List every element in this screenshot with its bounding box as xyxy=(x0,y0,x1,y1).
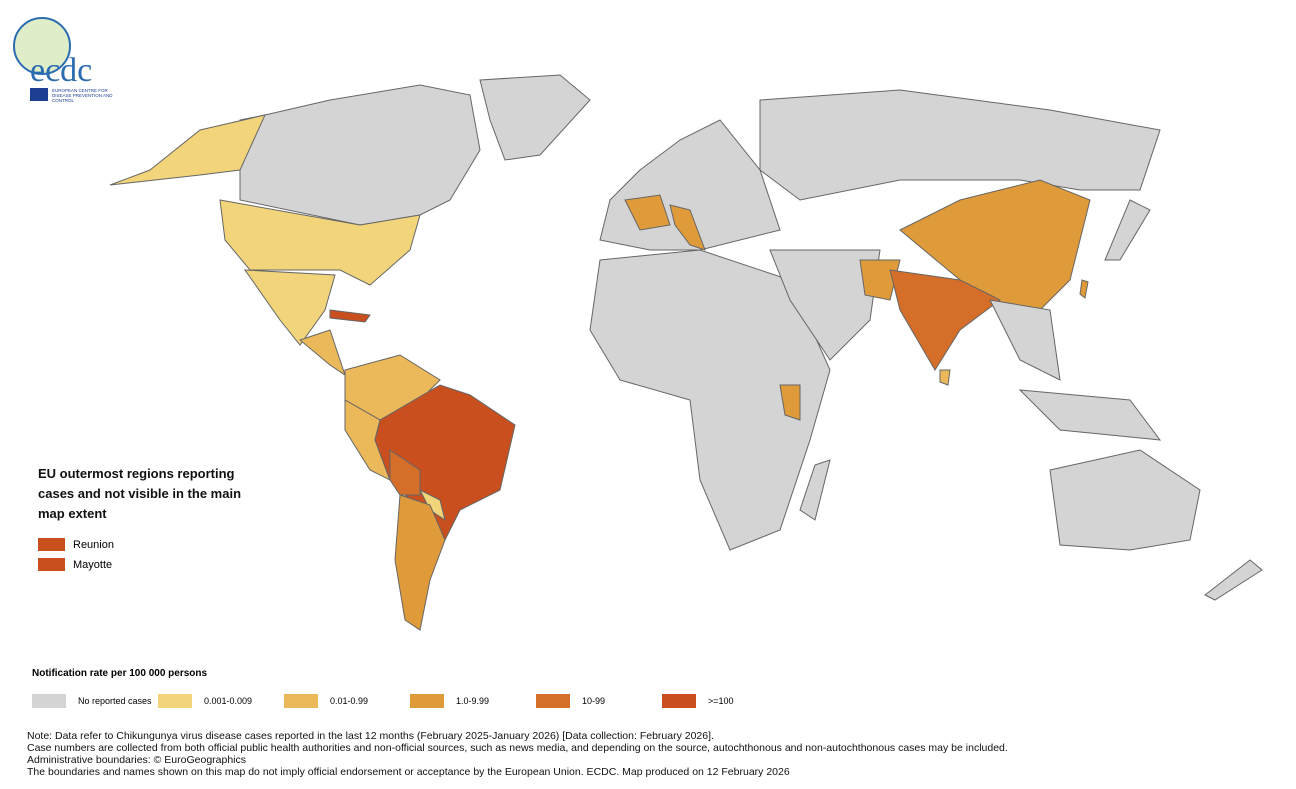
legend-swatch xyxy=(662,694,696,708)
greenland xyxy=(479,74,591,161)
cuba xyxy=(329,309,371,323)
france xyxy=(624,194,671,231)
logo-name: ecdc xyxy=(30,52,93,89)
region-swatch xyxy=(38,558,65,571)
region-swatch xyxy=(38,538,65,551)
sri-lanka xyxy=(939,369,951,386)
note-line: The boundaries and names shown on this m… xyxy=(27,766,790,778)
note-line: Administrative boundaries: © EuroGeograp… xyxy=(27,754,247,766)
legend-label: No reported cases xyxy=(78,696,152,706)
taiwan xyxy=(1079,279,1089,299)
notes: Note: Data refer to Chikungunya virus di… xyxy=(27,730,1008,778)
indonesia xyxy=(1018,389,1162,441)
paraguay xyxy=(418,488,446,522)
canada xyxy=(239,84,481,226)
legend-swatch xyxy=(158,694,192,708)
australia xyxy=(1049,449,1201,551)
legend-label: 0.001-0.009 xyxy=(204,696,253,706)
legend-swatch xyxy=(410,694,444,708)
note-line: Case numbers are collected from both off… xyxy=(27,742,1008,754)
africa xyxy=(589,249,831,551)
italy xyxy=(669,204,706,251)
central-america xyxy=(298,329,346,377)
legend-item: 0.001-0.009 xyxy=(158,694,284,708)
brazil xyxy=(374,384,516,541)
legend-swatch xyxy=(536,694,570,708)
japan xyxy=(1104,199,1151,261)
logo-org: EUROPEAN CENTRE FOR DISEASE PREVENTION A… xyxy=(52,88,113,103)
mexico xyxy=(244,269,336,346)
legend-label: >=100 xyxy=(708,696,734,706)
middle-east xyxy=(769,249,881,361)
inset-region: Mayotte xyxy=(38,558,112,571)
new-zealand xyxy=(1204,559,1263,601)
legend-title: Notification rate per 100 000 persons xyxy=(32,668,208,679)
legend-label: 0.01-0.99 xyxy=(330,696,369,706)
legend-item: >=100 xyxy=(662,694,788,708)
kenya xyxy=(779,384,801,421)
legend: No reported cases 0.001-0.009 0.01-0.99 1.0… xyxy=(32,694,788,708)
russia xyxy=(759,89,1161,201)
legend-label: 1.0-9.99 xyxy=(456,696,490,706)
logo-globe xyxy=(13,17,71,75)
region-name: Reunion xyxy=(73,538,114,551)
bolivia xyxy=(389,449,421,496)
india xyxy=(889,269,1001,371)
legend-swatch xyxy=(32,694,66,708)
argentina xyxy=(394,494,446,631)
madagascar xyxy=(799,459,831,521)
eu-flag xyxy=(30,88,48,101)
legend-label: 10-99 xyxy=(582,696,606,706)
alaska xyxy=(109,114,266,186)
legend-item: 0.01-0.99 xyxy=(284,694,410,708)
region-name: Mayotte xyxy=(73,558,113,571)
note-line: Note: Data refer to Chikungunya virus di… xyxy=(27,730,714,742)
southeast-asia xyxy=(989,299,1061,381)
legend-item: 10-99 xyxy=(536,694,662,708)
usa xyxy=(219,199,421,286)
inset-region: Reunion xyxy=(38,538,114,551)
legend-swatch xyxy=(284,694,318,708)
legend-item: No reported cases xyxy=(32,694,158,708)
legend-item: 1.0-9.99 xyxy=(410,694,536,708)
inset-title: EU outermost regions reporting cases and… xyxy=(38,466,242,521)
